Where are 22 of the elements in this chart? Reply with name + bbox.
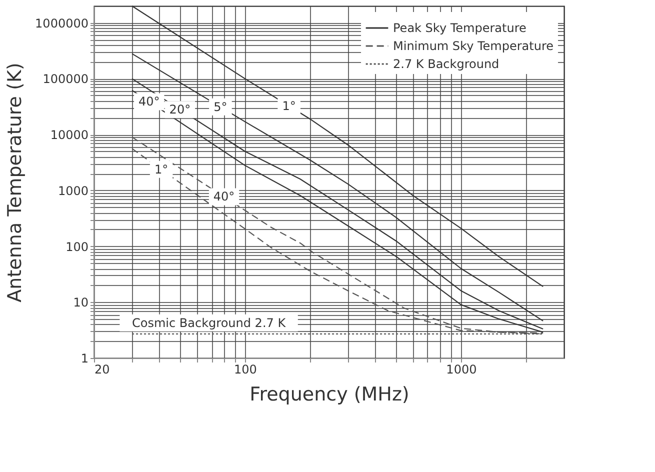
annotation: Cosmic Background 2.7 K: [132, 316, 287, 330]
x-tick-label: 20: [94, 362, 110, 376]
y-tick-label: 100000: [42, 72, 88, 86]
x-axis-title: Frequency (MHz): [250, 384, 410, 406]
annotation: 40°: [213, 190, 235, 204]
annotation: 1°: [154, 162, 168, 176]
annotation: 5°: [214, 100, 228, 114]
y-tick-label: 1: [80, 352, 88, 366]
y-tick-label: 1000000: [35, 16, 88, 30]
legend-label: Minimum Sky Temperature: [393, 39, 554, 53]
y-tick-label: 100: [66, 240, 88, 254]
annotation: 20°: [169, 102, 191, 117]
x-tick-label: 1000: [446, 362, 477, 376]
annotation: 1°: [282, 99, 296, 114]
y-tick-label: 1000: [58, 184, 88, 198]
x-tick-label: 100: [234, 362, 257, 376]
y-axis-title: Antenna Temperature (K): [4, 62, 26, 302]
y-tick-label: 10: [73, 296, 88, 310]
legend-label: Peak Sky Temperature: [393, 21, 526, 35]
annotation: 40°: [138, 94, 160, 109]
y-tick-label: 10000: [50, 128, 88, 142]
legend-label: 2.7 K Background: [393, 57, 500, 71]
